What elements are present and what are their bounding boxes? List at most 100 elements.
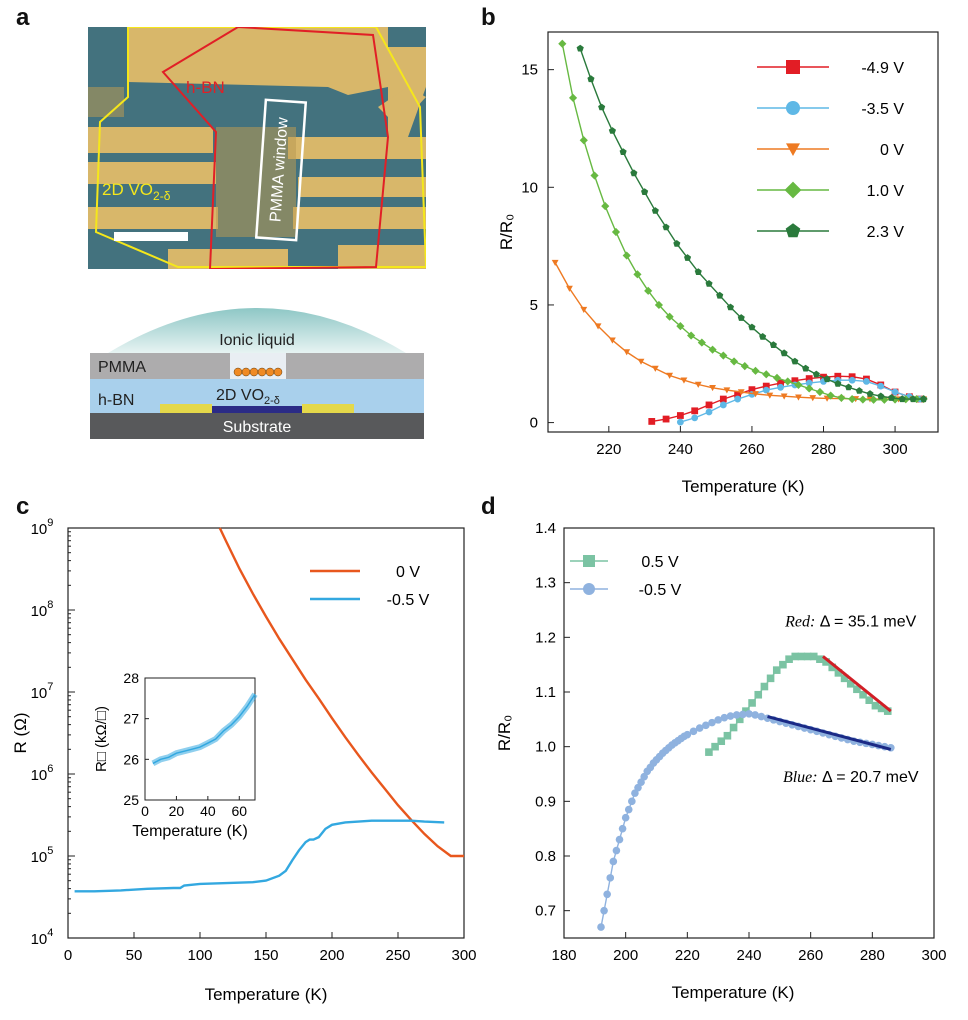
fit-annotation: Blue: Δ = 20.7 meV <box>783 769 919 786</box>
series-2.3 V: 2.3 V <box>576 44 928 403</box>
legend-marker <box>786 101 800 115</box>
data-point <box>601 202 610 211</box>
legend-label: 0 V <box>880 142 904 159</box>
data-point <box>729 357 739 366</box>
x-tick-label: 220 <box>675 947 700 964</box>
legend-label: 2.3 V <box>867 224 905 241</box>
data-point <box>606 874 615 882</box>
data-point <box>723 387 731 394</box>
data-point <box>568 93 578 102</box>
data-point <box>865 696 874 704</box>
inset-frame <box>144 677 256 801</box>
data-point <box>877 382 885 390</box>
pmma-window-outline <box>254 98 308 242</box>
data-point <box>752 391 759 398</box>
data-point <box>587 75 595 83</box>
data-point <box>834 372 842 380</box>
data-point <box>580 306 588 314</box>
x-tick-label: 240 <box>668 441 693 458</box>
y-tick-label: 0.8 <box>535 848 556 865</box>
series-1.0 V: 1.0 V <box>558 39 928 404</box>
data-point <box>597 923 605 931</box>
y-tick-label: 1.0 <box>535 739 556 756</box>
inset-y-tick-label: 25 <box>123 792 139 808</box>
data-point <box>734 395 742 403</box>
data-point <box>777 383 784 391</box>
data-point <box>726 712 735 720</box>
data-point <box>621 813 630 822</box>
left-electrode <box>160 404 212 413</box>
data-point <box>623 349 631 356</box>
data-point <box>723 731 732 740</box>
data-point <box>590 171 599 180</box>
data-point <box>863 378 870 385</box>
series-line-0 V <box>218 527 464 858</box>
y-tick-label: 0.7 <box>535 903 556 920</box>
plot-frame <box>547 31 939 433</box>
data-point <box>809 395 817 402</box>
ions <box>233 367 283 377</box>
y-tick-exponent: 6 <box>47 763 53 775</box>
data-point <box>795 394 802 401</box>
x-tick-label: 260 <box>739 441 764 458</box>
data-point <box>812 370 820 378</box>
data-point <box>898 395 906 403</box>
y-tick-label: 1.4 <box>535 520 556 537</box>
data-point <box>751 366 760 375</box>
x-tick-label: 250 <box>385 947 410 964</box>
x-tick-label: 100 <box>187 947 212 964</box>
data-point <box>628 797 636 806</box>
data-point <box>737 314 745 321</box>
data-point <box>676 418 684 426</box>
data-point <box>871 701 880 710</box>
data-point <box>748 386 756 394</box>
x-axis-label: Temperature (K) <box>205 985 328 1004</box>
data-point <box>780 393 788 400</box>
inset-x-tick-label: 60 <box>231 803 247 819</box>
inset-x-tick-label: 40 <box>200 803 216 819</box>
data-point <box>705 280 713 287</box>
y-tick-label: 1.1 <box>535 684 556 701</box>
data-point <box>551 259 559 266</box>
annotation-prefix: Red: <box>784 613 815 630</box>
y-tick-label: 10 <box>521 179 538 196</box>
y-axis-label: R/R₀ <box>495 715 514 751</box>
data-point <box>705 401 713 409</box>
data-point <box>748 699 756 707</box>
legend-label: -4.9 V <box>861 60 904 77</box>
inset-series-line <box>152 693 256 765</box>
x-tick-label: 300 <box>451 947 476 964</box>
series-0.5 V: 0.5 V <box>570 554 892 756</box>
data-point <box>618 824 627 833</box>
data-point <box>720 713 729 722</box>
data-point <box>772 373 782 382</box>
panel-label-b: b <box>481 4 496 31</box>
data-point <box>630 169 638 177</box>
data-point <box>777 379 784 387</box>
pmma-layer-left <box>90 353 230 379</box>
data-point <box>748 323 756 331</box>
data-point <box>624 805 633 814</box>
data-point <box>691 414 699 422</box>
data-point <box>834 380 842 387</box>
data-point <box>654 300 663 310</box>
data-point <box>637 358 645 365</box>
data-point <box>791 377 799 385</box>
data-point <box>611 227 621 237</box>
data-point <box>739 710 747 719</box>
data-point <box>751 711 759 719</box>
hbn-layer-label: h-BN <box>98 392 134 409</box>
data-point <box>732 711 741 719</box>
data-point <box>791 652 800 661</box>
data-point <box>603 890 611 899</box>
panel-label-a: a <box>16 4 30 31</box>
series--0.5 V: -0.5 V <box>570 582 895 931</box>
chart-panel-d: 180 200 220 240 260 280 300 0.7 0.8 0.9 1.0 1.1 1.2 1… <box>495 520 947 1002</box>
ionic-liquid-dome <box>108 308 406 353</box>
data-point <box>651 207 659 214</box>
data-point <box>691 407 699 415</box>
data-point <box>816 655 824 663</box>
data-point <box>742 707 750 715</box>
data-point <box>759 333 767 340</box>
data-point <box>869 395 878 404</box>
